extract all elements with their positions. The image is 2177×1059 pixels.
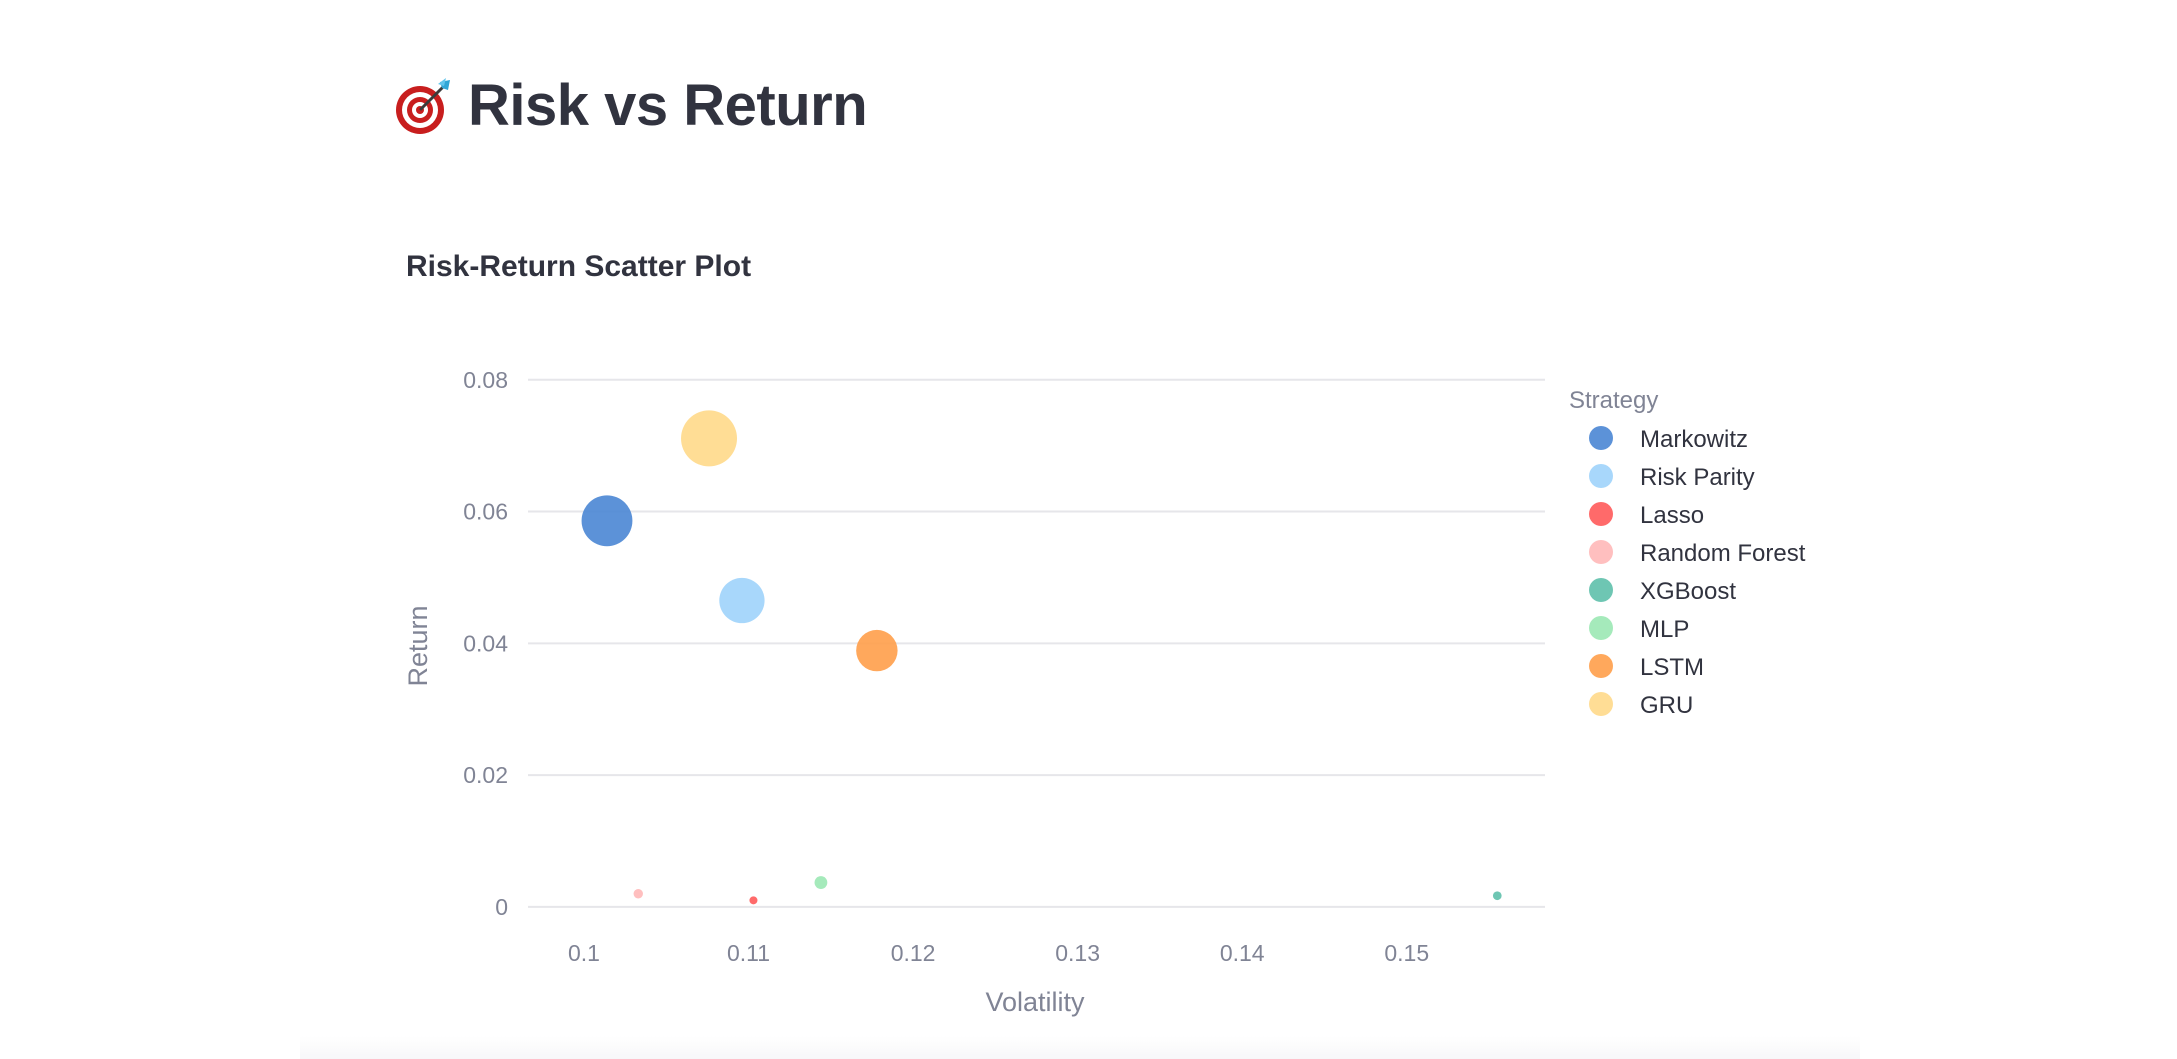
legend-label: XGBoost [1640,578,1736,605]
gridlines [528,378,1545,908]
legend[interactable]: Strategy Markowitz Risk Parity Lasso Random… [1569,387,1806,719]
point-gru[interactable] [681,410,738,467]
page-title: Risk vs Return [468,73,868,138]
legend-title: Strategy [1569,387,1658,414]
y-axis-label: Return [403,605,433,686]
legend-label: MLP [1640,616,1689,643]
legend-label: Random Forest [1640,540,1806,567]
legend-item-lasso[interactable]: Lasso [1589,502,1704,529]
y-tick-label: 0 [495,894,508,920]
bottom-edge [300,1036,1860,1059]
legend-label: Markowitz [1640,426,1748,453]
target-dart-icon [396,77,450,134]
legend-label: Lasso [1640,502,1704,529]
point-lasso[interactable] [749,896,758,905]
x-tick-label: 0.14 [1220,940,1265,966]
scatter-points[interactable] [581,410,1502,905]
legend-item-mlp[interactable]: MLP [1589,616,1689,643]
legend-item-random-forest[interactable]: Random Forest [1589,540,1806,567]
legend-label: Risk Parity [1640,464,1755,491]
y-tick-label: 0.02 [463,762,508,788]
legend-marker [1589,502,1613,526]
legend-marker [1589,654,1613,678]
legend-marker [1589,692,1613,716]
x-tick-label: 0.12 [891,940,936,966]
x-axis-ticks: 0.1 0.11 0.12 0.13 0.14 0.15 [568,940,1429,966]
x-axis-label: Volatility [985,987,1085,1017]
legend-label: GRU [1640,692,1693,719]
y-tick-label: 0.06 [463,499,508,525]
legend-item-risk-parity[interactable]: Risk Parity [1589,464,1755,491]
point-lstm[interactable] [856,629,898,672]
x-tick-label: 0.1 [568,940,600,966]
y-tick-label: 0.04 [463,630,508,656]
legend-item-xgboost[interactable]: XGBoost [1589,578,1736,605]
point-mlp[interactable] [814,876,828,889]
x-tick-label: 0.15 [1384,940,1429,966]
legend-marker [1589,426,1613,450]
legend-marker [1589,616,1613,640]
y-axis-ticks: 0 0.02 0.04 0.06 0.08 [463,367,508,920]
legend-marker [1589,578,1613,602]
point-random-forest[interactable] [633,889,643,899]
point-risk-parity[interactable] [719,577,765,624]
point-xgboost[interactable] [1492,891,1502,901]
legend-item-gru[interactable]: GRU [1589,692,1693,719]
y-tick-label: 0.08 [463,367,508,393]
legend-item-lstm[interactable]: LSTM [1589,654,1704,681]
chart-title: Risk-Return Scatter Plot [406,250,751,283]
point-markowitz[interactable] [581,495,633,547]
legend-marker [1589,464,1613,488]
legend-label: LSTM [1640,654,1704,681]
legend-item-markowitz[interactable]: Markowitz [1589,426,1748,453]
legend-marker [1589,540,1613,564]
x-tick-label: 0.11 [727,940,770,966]
x-tick-label: 0.13 [1055,940,1100,966]
page-header: Risk vs Return [394,72,868,139]
